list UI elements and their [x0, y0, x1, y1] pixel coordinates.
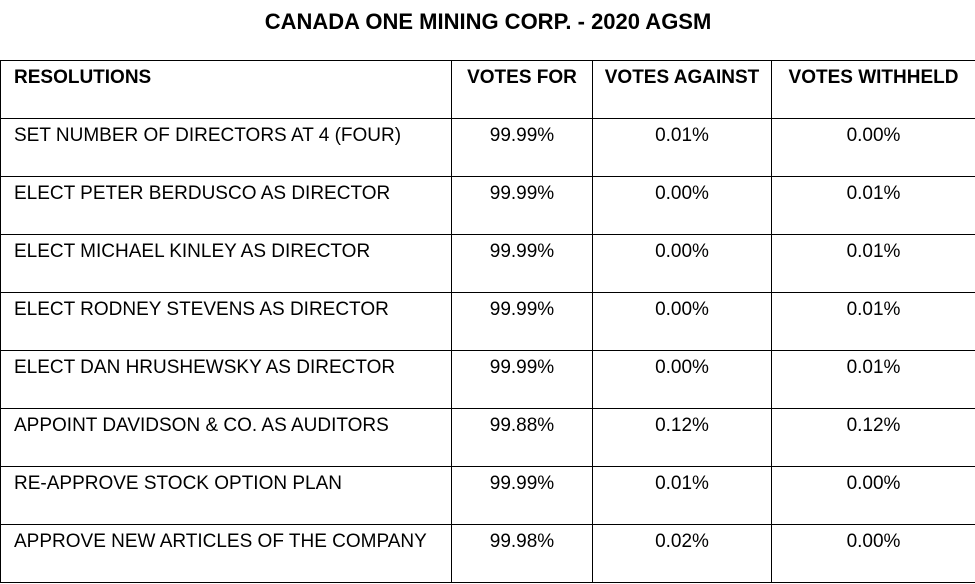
- table-row: APPROVE NEW ARTICLES OF THE COMPANY 99.9…: [0, 524, 975, 583]
- votes-withheld-cell: 0.01%: [770, 350, 975, 409]
- votes-for-cell: 99.88%: [451, 408, 593, 467]
- header-votes-withheld: VOTES WITHHELD: [770, 60, 975, 119]
- votes-against-cell: 0.01%: [592, 466, 772, 525]
- table-row: ELECT DAN HRUSHEWSKY AS DIRECTOR 99.99% …: [0, 350, 975, 409]
- votes-against-cell: 0.12%: [592, 408, 772, 467]
- votes-against-cell: 0.00%: [592, 292, 772, 351]
- table-row: ELECT MICHAEL KINLEY AS DIRECTOR 99.99% …: [0, 234, 975, 293]
- header-resolutions: RESOLUTIONS: [0, 60, 452, 119]
- votes-against-cell: 0.00%: [592, 350, 772, 409]
- resolution-cell: APPROVE NEW ARTICLES OF THE COMPANY: [0, 524, 452, 583]
- table-row: RE-APPROVE STOCK OPTION PLAN 99.99% 0.01…: [0, 466, 975, 525]
- votes-withheld-cell: 0.00%: [770, 524, 975, 583]
- resolution-cell: RE-APPROVE STOCK OPTION PLAN: [0, 466, 452, 525]
- votes-withheld-cell: 0.01%: [770, 292, 975, 351]
- votes-for-cell: 99.99%: [451, 176, 593, 235]
- votes-for-cell: 99.99%: [451, 234, 593, 293]
- votes-against-cell: 0.00%: [592, 176, 772, 235]
- header-votes-for: VOTES FOR: [451, 60, 593, 119]
- votes-against-cell: 0.01%: [592, 118, 772, 177]
- resolution-cell: ELECT RODNEY STEVENS AS DIRECTOR: [0, 292, 452, 351]
- title-row: CANADA ONE MINING CORP. - 2020 AGSM: [0, 0, 975, 61]
- table-row: APPOINT DAVIDSON & CO. AS AUDITORS 99.88…: [0, 408, 975, 467]
- votes-for-cell: 99.98%: [451, 524, 593, 583]
- resolution-cell: ELECT DAN HRUSHEWSKY AS DIRECTOR: [0, 350, 452, 409]
- votes-for-cell: 99.99%: [451, 292, 593, 351]
- votes-withheld-cell: 0.12%: [770, 408, 975, 467]
- votes-for-cell: 99.99%: [451, 118, 593, 177]
- votes-withheld-cell: 0.01%: [770, 176, 975, 235]
- resolution-cell: ELECT MICHAEL KINLEY AS DIRECTOR: [0, 234, 452, 293]
- table-row: SET NUMBER OF DIRECTORS AT 4 (FOUR) 99.9…: [0, 118, 975, 177]
- votes-against-cell: 0.00%: [592, 234, 772, 293]
- table-row: ELECT PETER BERDUSCO AS DIRECTOR 99.99% …: [0, 176, 975, 235]
- table-row: ELECT RODNEY STEVENS AS DIRECTOR 99.99% …: [0, 292, 975, 351]
- header-row: RESOLUTIONS VOTES FOR VOTES AGAINST VOTE…: [0, 60, 975, 119]
- resolution-cell: ELECT PETER BERDUSCO AS DIRECTOR: [0, 176, 452, 235]
- votes-withheld-cell: 0.01%: [770, 234, 975, 293]
- resolution-cell: SET NUMBER OF DIRECTORS AT 4 (FOUR): [0, 118, 452, 177]
- resolution-cell: APPOINT DAVIDSON & CO. AS AUDITORS: [0, 408, 452, 467]
- table-title: CANADA ONE MINING CORP. - 2020 AGSM: [0, 0, 975, 61]
- votes-for-cell: 99.99%: [451, 350, 593, 409]
- votes-withheld-cell: 0.00%: [770, 118, 975, 177]
- votes-withheld-cell: 0.00%: [770, 466, 975, 525]
- votes-for-cell: 99.99%: [451, 466, 593, 525]
- header-votes-against: VOTES AGAINST: [592, 60, 772, 119]
- votes-against-cell: 0.02%: [592, 524, 772, 583]
